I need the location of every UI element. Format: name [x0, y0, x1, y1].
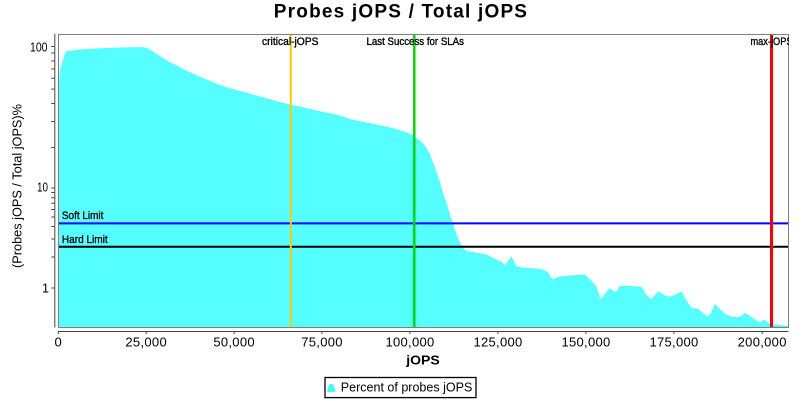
svg-text:75,000: 75,000: [301, 334, 343, 349]
svg-text:max-jOPS: max-jOPS: [751, 36, 793, 48]
svg-text:0: 0: [55, 334, 63, 349]
svg-text:Hard Limit: Hard Limit: [62, 234, 108, 246]
svg-text:175,000: 175,000: [649, 334, 698, 349]
svg-text:125,000: 125,000: [473, 334, 522, 349]
svg-text:200,000: 200,000: [738, 334, 787, 349]
svg-text:150,000: 150,000: [561, 334, 610, 349]
svg-text:1: 1: [42, 281, 49, 295]
svg-text:Probes jOPS / Total jOPS: Probes jOPS / Total jOPS: [274, 2, 528, 23]
svg-text:100: 100: [30, 40, 48, 54]
svg-text:Soft Limit: Soft Limit: [62, 210, 104, 222]
svg-text:10: 10: [37, 181, 48, 195]
svg-text:critical-jOPS: critical-jOPS: [262, 36, 319, 48]
svg-text:Last Success for SLAs: Last Success for SLAs: [367, 36, 465, 48]
svg-text:25,000: 25,000: [125, 334, 167, 349]
svg-text:jOPS: jOPS: [405, 353, 440, 368]
svg-text:50,000: 50,000: [213, 334, 255, 349]
svg-text:Percent of probes jOPS: Percent of probes jOPS: [341, 380, 473, 395]
svg-text:100,000: 100,000: [385, 334, 434, 349]
svg-text:(Probes jOPS / Total jOPS)%: (Probes jOPS / Total jOPS)%: [10, 104, 25, 268]
